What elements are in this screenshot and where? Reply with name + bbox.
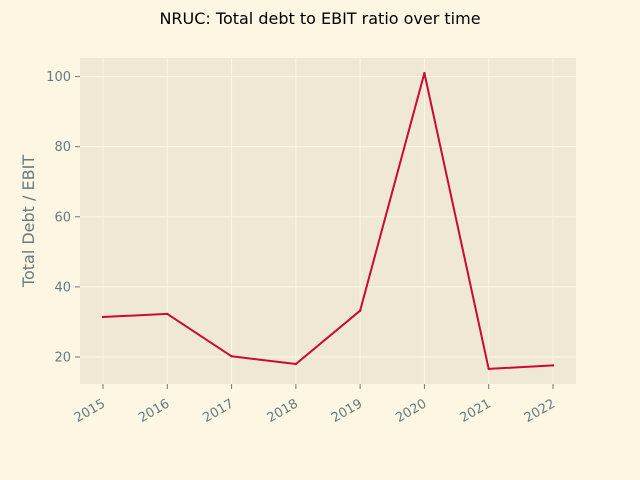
y-tick-label: 60 [54,210,71,225]
x-tick-label: 2015 [72,396,108,426]
series-group [101,71,555,371]
data-point [101,315,105,319]
y-tick-label: 100 [46,70,71,85]
series-line [102,72,554,370]
x-axis: 2015 2016 2017 2018 2019 2020 2021 2022 [72,384,558,426]
y-axis-label: Total Debt / EBIT [19,155,38,288]
grid [80,58,576,384]
data-point [358,309,362,312]
plot-area [80,58,576,384]
y-axis: 20 40 60 80 100 [46,70,80,366]
x-tick-label: 2019 [329,396,365,426]
data-point [230,355,233,358]
x-tick-label: 2016 [136,396,172,426]
x-tick-label: 2022 [522,396,558,426]
y-tick-label: 20 [54,351,71,366]
x-tick-label: 2017 [200,396,236,426]
y-tick-label: 40 [54,280,71,295]
y-tick-label: 80 [54,140,71,155]
x-tick-label: 2021 [458,396,494,426]
x-tick-label: 2018 [265,396,301,426]
data-point [294,362,298,366]
x-tick-label: 2020 [393,396,429,426]
chart-title: NRUC: Total debt to EBIT ratio over time [159,9,480,28]
data-point [166,312,169,316]
data-point [423,71,426,75]
data-point [551,364,555,367]
data-point [487,367,490,371]
